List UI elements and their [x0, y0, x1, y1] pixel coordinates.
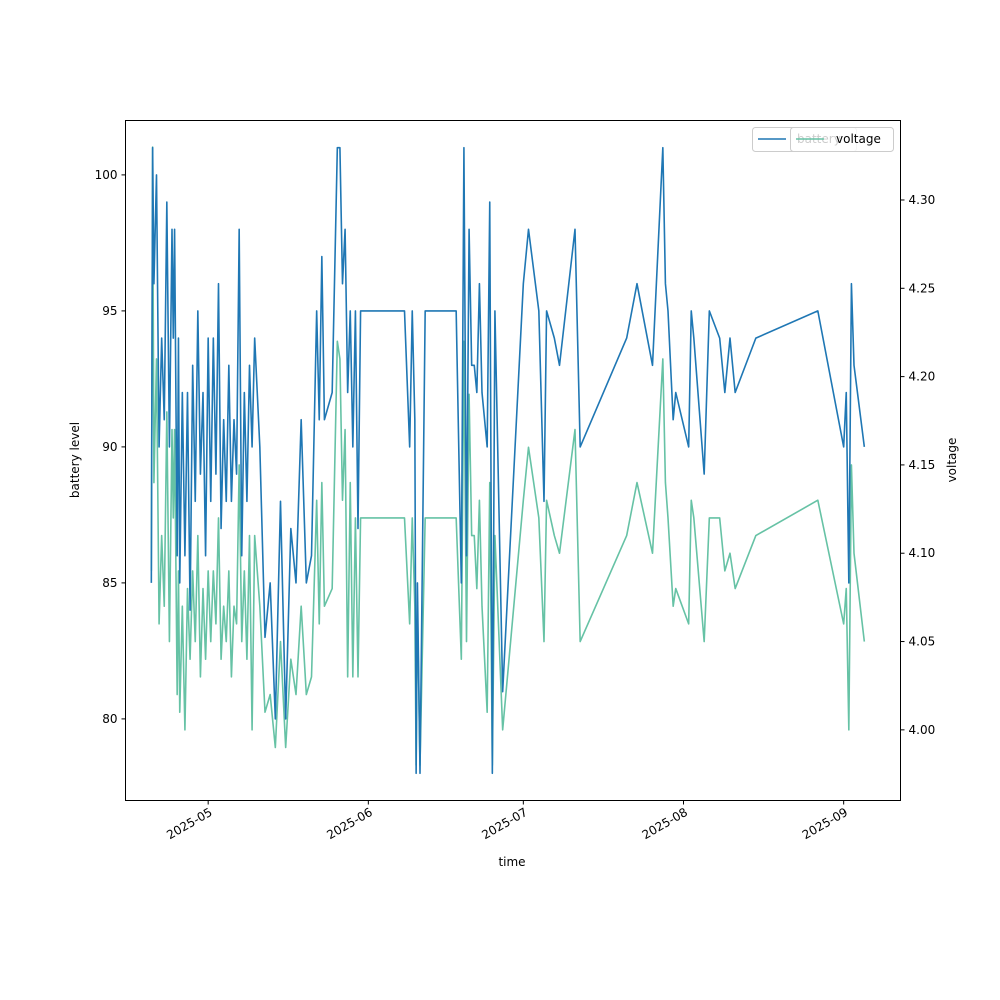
y-right-axis-label: voltage — [945, 438, 959, 483]
series-layer — [150, 146, 866, 775]
y-left-tick-label: 80 — [102, 712, 117, 726]
y-left-tick-label: 100 — [95, 168, 118, 182]
x-tick-label: 2025-06 — [324, 805, 374, 842]
y-right-tick-label: 4.20 — [909, 370, 936, 384]
y-right-tick-label: 4.00 — [909, 723, 936, 737]
y-right-tick-label: 4.15 — [909, 458, 936, 472]
x-axis-ticks: 2025-05 2025-06 2025-07 2025-08 2025-09 — [164, 800, 850, 842]
y-right-tick-label: 4.30 — [909, 193, 936, 207]
series-line-battery — [150, 146, 866, 775]
y-left-axis-ticks: 80 85 90 95 100 — [95, 168, 126, 726]
x-tick-label: 2025-05 — [164, 805, 214, 842]
y-left-tick-label: 90 — [102, 440, 117, 454]
x-tick-label: 2025-09 — [800, 805, 850, 842]
y-left-tick-label: 95 — [102, 304, 117, 318]
y-right-tick-label: 4.25 — [909, 281, 936, 295]
legend: batteryvoltage — [752, 127, 894, 152]
y-left-axis-label: battery level — [68, 422, 82, 498]
x-axis-label: time — [498, 855, 525, 869]
y-right-tick-label: 4.05 — [909, 635, 936, 649]
series-line-voltage — [150, 146, 866, 766]
x-tick-label: 2025-08 — [640, 805, 690, 842]
legend-box-voltage — [790, 127, 894, 152]
legend-label-voltage: voltage — [836, 132, 881, 146]
y-right-tick-label: 4.10 — [909, 546, 936, 560]
y-right-axis-ticks: 4.00 4.05 4.10 4.15 4.20 4.25 4.30 — [900, 193, 936, 737]
plot-frame — [125, 120, 901, 801]
x-tick-label: 2025-07 — [479, 805, 529, 842]
y-left-tick-label: 85 — [102, 576, 117, 590]
